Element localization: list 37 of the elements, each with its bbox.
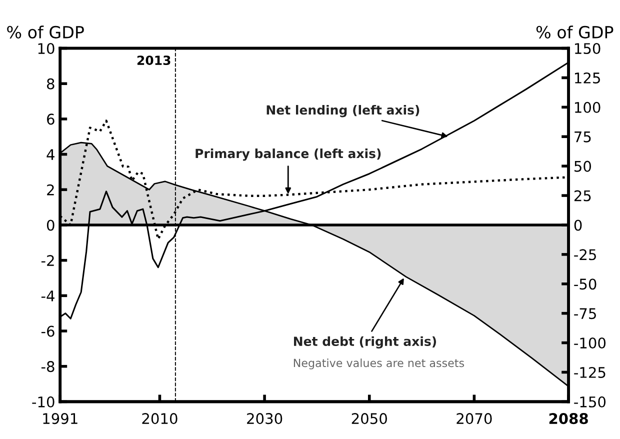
- y-tick-label: 6: [47, 114, 54, 125]
- x-tick-label: 2030: [247, 413, 282, 424]
- y-tick-label: 8: [46, 78, 54, 90]
- y-tick-label: 4: [46, 149, 54, 160]
- y2-tick-label: -150: [574, 396, 606, 408]
- y-tick-label: 0: [46, 220, 54, 231]
- x-tick-label: 2070: [456, 413, 492, 424]
- y-tick-label: -8: [41, 361, 54, 372]
- annotation: Negative values are net assets: [294, 358, 464, 370]
- annotation: Net lending (left axis): [266, 105, 420, 118]
- annotation: Primary balance (left axis): [196, 148, 381, 161]
- y-tick-label: 10: [38, 43, 54, 54]
- y2-axis-title: % of GDP: [536, 26, 614, 38]
- x-tick-label: 2050: [352, 413, 387, 424]
- y-tick-label: -2: [41, 255, 54, 266]
- y-tick-label: 2: [47, 184, 54, 196]
- y2-tick-label: -25: [574, 249, 596, 260]
- ref-line-label: 2013: [137, 56, 170, 66]
- y-tick-label: -10: [32, 396, 54, 408]
- annotation: Net debt (right axis): [294, 336, 436, 349]
- y2-tick-label: 50: [574, 160, 591, 172]
- y-tick-label: -6: [41, 326, 54, 337]
- y2-tick-label: -50: [574, 278, 596, 290]
- y2-tick-label: 125: [575, 72, 600, 84]
- y-tick-label: -4: [41, 290, 54, 302]
- y-axis-title: % of GDP: [7, 26, 84, 38]
- y2-tick-label: -125: [574, 366, 606, 378]
- y2-tick-label: 0: [574, 220, 582, 231]
- y2-tick-label: -75: [574, 308, 596, 320]
- x-tick-label: 1991: [43, 413, 78, 424]
- y2-tick-label: -100: [574, 338, 606, 349]
- x-tick-label: 2088: [549, 413, 588, 424]
- y2-tick-label: 75: [574, 132, 591, 142]
- x-tick-label: 2010: [142, 413, 178, 424]
- y2-tick-label: 100: [575, 102, 600, 113]
- y2-tick-label: 150: [575, 43, 600, 54]
- y2-tick-label: 25: [574, 190, 591, 202]
